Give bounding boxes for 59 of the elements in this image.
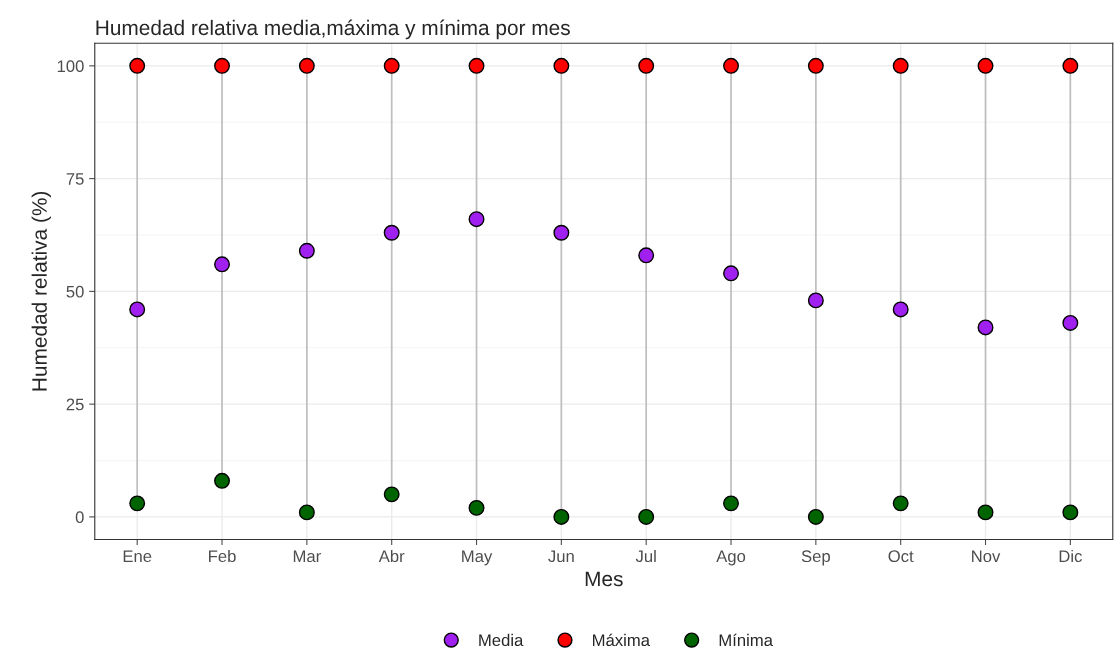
point <box>298 504 315 521</box>
point <box>892 495 909 512</box>
point <box>807 508 824 525</box>
point <box>1062 314 1079 331</box>
point <box>892 57 909 74</box>
legend-label: Mínima <box>719 633 773 647</box>
point <box>468 211 485 228</box>
point <box>553 224 570 241</box>
point <box>383 224 400 241</box>
point <box>214 256 231 273</box>
x-tick-label: Ene <box>123 550 152 563</box>
point <box>977 504 994 521</box>
point <box>129 495 146 512</box>
point <box>1062 57 1079 74</box>
y-tick-label: 25 <box>66 398 84 411</box>
point <box>553 508 570 525</box>
point <box>977 319 994 336</box>
x-tick-label: Jul <box>635 549 656 563</box>
point <box>638 247 655 264</box>
point <box>383 57 400 74</box>
x-tick-label: Nov <box>972 550 1001 563</box>
y-tick-label: 50 <box>66 285 84 298</box>
point <box>807 292 824 309</box>
point <box>468 499 485 516</box>
x-tick-label: Feb <box>209 549 236 563</box>
point <box>723 57 740 74</box>
x-tick-label: Jun <box>548 550 574 563</box>
point <box>553 57 570 74</box>
point <box>129 301 146 318</box>
y-tick-label: 100 <box>57 60 84 73</box>
point <box>1062 504 1079 521</box>
point <box>468 57 485 74</box>
y-axis-title: Humedad relativa (%) <box>31 191 51 391</box>
x-tick-label: Sep <box>801 550 830 566</box>
point <box>892 301 909 318</box>
point <box>977 57 994 74</box>
point <box>723 495 740 512</box>
y-tick-label: 0 <box>75 511 84 524</box>
point <box>807 57 824 74</box>
point <box>214 57 231 74</box>
x-tick-label: Ago <box>716 550 746 566</box>
point <box>298 57 315 74</box>
point <box>129 57 146 74</box>
x-tick-label: Mar <box>293 550 321 563</box>
x-tick-label: Abr <box>378 549 405 563</box>
point <box>214 472 231 489</box>
x-axis-title: Mes <box>585 571 623 587</box>
legend-label: Máxima <box>593 633 650 647</box>
x-tick-label: Oct <box>888 550 914 563</box>
x-tick-label: May <box>462 550 493 566</box>
y-tick-label: 75 <box>66 173 84 185</box>
point <box>723 265 740 282</box>
point <box>383 486 400 503</box>
point <box>298 242 315 259</box>
legend-label: Media <box>479 633 524 647</box>
point <box>638 57 655 74</box>
point <box>638 508 655 525</box>
chart-title: Humedad relativa media,máxima y mínima por mes <box>96 19 570 40</box>
x-tick-label: Dic <box>1059 549 1082 563</box>
